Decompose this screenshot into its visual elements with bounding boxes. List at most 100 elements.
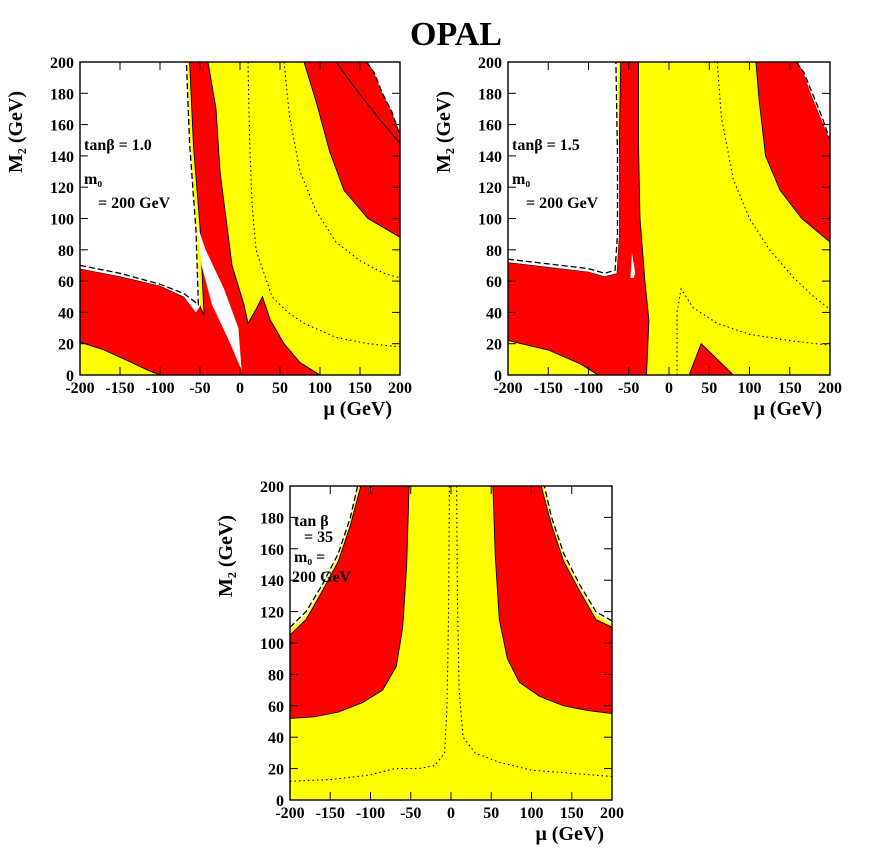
y-tick-label: 160 xyxy=(50,118,74,135)
panel-annotation: = 35 xyxy=(304,529,333,546)
y-tick-label: 40 xyxy=(268,730,284,747)
y-tick-label: 180 xyxy=(478,86,502,103)
y-tick-label: 100 xyxy=(260,636,284,653)
dashed-limit-top-left xyxy=(508,62,619,274)
y-tick-label: 180 xyxy=(260,510,284,527)
x-tick-label: 100 xyxy=(520,805,544,822)
x-tick-label: 200 xyxy=(388,380,412,397)
y-tick-label: 0 xyxy=(276,793,284,810)
panels: -200 -150 -100 -50 0 50 100 150 2000204060801001… xyxy=(5,55,842,845)
dotted-inner-2 xyxy=(283,62,400,279)
y-axis-title: M₂ (GeV) xyxy=(433,91,455,173)
red-region-bottom-triangle xyxy=(688,342,735,375)
y-tick-label: 40 xyxy=(486,305,502,322)
white-spike xyxy=(630,252,636,278)
figure-title: OPAL xyxy=(410,16,502,53)
y-tick-label: 140 xyxy=(50,149,74,166)
y-tick-label: 200 xyxy=(260,479,284,496)
x-tick-label: 150 xyxy=(778,380,802,397)
dashed-limit-top-right xyxy=(543,486,612,622)
white-region-top-left xyxy=(80,62,200,313)
y-tick-label: 0 xyxy=(494,368,502,385)
x-tick-label: -150 xyxy=(316,805,345,822)
y-tick-label: 160 xyxy=(260,542,284,559)
white-region-top-left xyxy=(290,486,359,631)
dotted-inner-1 xyxy=(247,62,400,348)
y-tick-label: 0 xyxy=(66,368,74,385)
x-axis-title: μ (GeV) xyxy=(323,398,392,420)
x-tick-label: 0 xyxy=(447,805,455,822)
y-tick-label: 100 xyxy=(478,212,502,229)
panel-1: -200 -150 -100 -50 0 50 100 150 200 0 20 40 60 80 100 1… xyxy=(5,55,412,420)
panel-3: -200 -150 -100 -50 0 50 100 150 200 0 20 40 60 80 100 1… xyxy=(215,479,624,845)
x-tick-label: -50 xyxy=(618,380,639,397)
plot-area xyxy=(80,62,400,375)
y-tick-label: 200 xyxy=(50,55,74,72)
panel-annotation: tanβ = 1.0 xyxy=(84,137,152,154)
y-tick-label: 60 xyxy=(268,699,284,716)
x-tick-label: -150 xyxy=(105,380,134,397)
panel-annotation: = 200 GeV xyxy=(98,195,171,212)
y-tick-label: 120 xyxy=(260,605,284,622)
x-tick-label: 0 xyxy=(665,380,673,397)
y-tick-label: 180 xyxy=(50,86,74,103)
x-tick-label: 100 xyxy=(308,380,332,397)
panel-annotation: tanβ = 1.5 xyxy=(512,137,580,154)
x-tick-label: -200 xyxy=(65,380,94,397)
panel-annotation: m₀ xyxy=(512,171,530,188)
x-tick-label: -150 xyxy=(534,380,563,397)
y-tick-label: 80 xyxy=(486,243,502,260)
y-tick-label: 80 xyxy=(58,243,74,260)
x-tick-label: -100 xyxy=(145,380,174,397)
y-tick-label: 20 xyxy=(58,337,74,354)
x-tick-label: 50 xyxy=(272,380,288,397)
x-axis-title: μ (GeV) xyxy=(753,398,822,420)
dashed-limit-top-right xyxy=(795,62,830,141)
panel-annotation: m₀ xyxy=(84,171,102,188)
panel-annotation: 200 GeV xyxy=(292,569,352,586)
y-tick-label: 140 xyxy=(260,573,284,590)
yellow-region-bottom-left xyxy=(508,340,600,375)
x-axis-title: μ (GeV) xyxy=(535,823,604,845)
red-region-left xyxy=(290,486,410,719)
dashed-limit-top-left xyxy=(290,486,359,628)
panel-annotation: m₀ = xyxy=(294,549,325,566)
white-sliver xyxy=(197,226,242,371)
y-tick-label: 20 xyxy=(486,337,502,354)
panel-2: -200 -150 -100 -50 0 50 100 150 200 0 20 40 60 80 100 1… xyxy=(433,55,842,420)
y-tick-label: 80 xyxy=(268,667,284,684)
x-tick-label: -200 xyxy=(493,380,522,397)
red-region-left-corner xyxy=(80,62,321,375)
x-tick-label: -50 xyxy=(189,380,210,397)
y-tick-label: 120 xyxy=(478,180,502,197)
red-region-right xyxy=(755,62,830,243)
red-region-right xyxy=(492,486,612,715)
y-tick-label: 200 xyxy=(478,55,502,72)
x-tick-label: 150 xyxy=(348,380,372,397)
yellow-region-bottom-left xyxy=(80,341,161,375)
y-tick-label: 100 xyxy=(50,212,74,229)
x-tick-label: 100 xyxy=(738,380,762,397)
panel-annotation: tan β xyxy=(294,513,329,530)
x-tick-label: -100 xyxy=(356,805,385,822)
panel-annotation: = 200 GeV xyxy=(526,195,599,212)
y-axis-title: M₂ (GeV) xyxy=(5,91,27,173)
white-region-top-right xyxy=(797,62,830,141)
x-tick-label: -100 xyxy=(574,380,603,397)
y-tick-label: 60 xyxy=(486,274,502,291)
dashed-limit-top-right xyxy=(365,62,400,136)
y-tick-label: 120 xyxy=(50,180,74,197)
x-tick-label: -200 xyxy=(275,805,304,822)
y-tick-label: 60 xyxy=(58,274,74,291)
y-tick-label: 20 xyxy=(268,762,284,779)
red-region-right-inner xyxy=(303,62,400,238)
y-axis-title: M₂ (GeV) xyxy=(215,515,237,597)
x-tick-label: 50 xyxy=(483,805,499,822)
dotted-inner-right xyxy=(456,486,612,778)
x-tick-label: 200 xyxy=(818,380,842,397)
white-region-top-left xyxy=(508,62,620,277)
y-tick-label: 140 xyxy=(478,149,502,166)
dashed-limit-top-left xyxy=(80,62,200,306)
x-tick-label: 200 xyxy=(600,805,624,822)
